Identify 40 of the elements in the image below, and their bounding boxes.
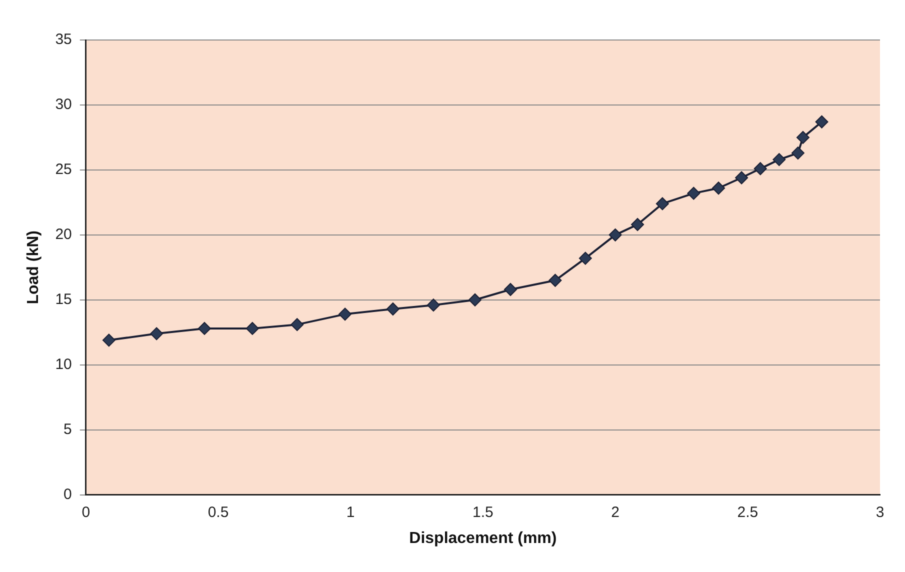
- point: [754, 162, 767, 176]
- point: [608, 228, 622, 242]
- point: [578, 252, 592, 265]
- y-tick-label: 20: [55, 226, 72, 244]
- y-tick-label: 5: [64, 420, 72, 438]
- y-tick-label: 25: [55, 161, 72, 178]
- point: [631, 218, 644, 232]
- x-axis-title: Displacement (mm): [409, 530, 557, 547]
- point: [712, 182, 726, 195]
- point: [426, 298, 440, 312]
- y-axis-title: Load (kN): [25, 230, 42, 304]
- point: [468, 293, 482, 306]
- y-tick-label: 30: [55, 96, 72, 114]
- point: [198, 322, 211, 335]
- point: [504, 282, 517, 296]
- x-tick-label: 2: [611, 504, 620, 521]
- point: [150, 327, 164, 340]
- y-tick-label: 35: [55, 31, 72, 48]
- x-tick-label: 2.5: [737, 504, 758, 521]
- point: [791, 146, 804, 160]
- y-tick-label: 15: [55, 291, 72, 308]
- point: [796, 130, 810, 144]
- point: [772, 153, 786, 166]
- point: [102, 334, 116, 347]
- y-tick-label: 0: [64, 486, 72, 503]
- x-tick-label: 0.5: [208, 504, 229, 521]
- point: [656, 197, 669, 210]
- x-tick-label: 3: [876, 504, 884, 521]
- x-tick-label: 0: [82, 504, 90, 521]
- point: [290, 318, 304, 332]
- point: [735, 171, 748, 184]
- point: [246, 322, 259, 335]
- point: [386, 302, 400, 316]
- y-tick-label: 10: [55, 356, 72, 373]
- x-tick-label: 1.5: [472, 504, 494, 521]
- point: [338, 308, 352, 321]
- point: [548, 274, 562, 287]
- x-tick-label: 1: [346, 504, 355, 521]
- point: [687, 186, 700, 200]
- point: [815, 115, 828, 128]
